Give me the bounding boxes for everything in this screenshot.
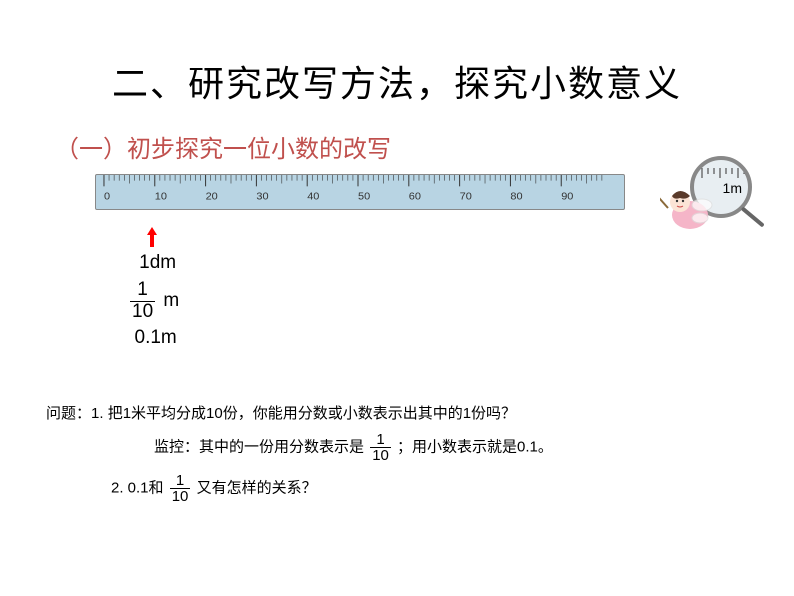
svg-text:0: 0 [104,191,110,203]
ruler-body: 0 10 20 30 40 50 60 70 80 90 [95,174,625,210]
svg-text:70: 70 [460,191,472,203]
svg-text:40: 40 [307,191,319,203]
q2-fraction: 1 10 [170,473,191,504]
mon-frac-num: 1 [370,432,391,448]
page-title: 二、研究改写方法，探究小数意义 [0,0,794,107]
q2-prefix: 2. 0.1和 [111,479,164,496]
q2-frac-den: 10 [170,489,191,504]
svg-text:20: 20 [206,191,218,203]
svg-text:90: 90 [561,191,573,203]
label-dm: 1dm [130,252,179,274]
fraction-denominator: 10 [130,302,155,323]
mon-prefix: 监控：其中的一份用分数表示是 [154,438,364,455]
mon-suffix: ；用小数表示就是0.1。 [397,438,553,455]
value-labels: 1dm 1 10 m 0.1m [130,252,179,349]
mon-frac-den: 10 [370,448,391,463]
magnifier-handle [741,206,765,227]
monitoring-line: 监控：其中的一份用分数表示是 1 10 ；用小数表示就是0.1。 [46,432,553,463]
fraction-numerator: 1 [130,280,155,302]
svg-text:80: 80 [510,191,522,203]
svg-text:50: 50 [358,191,370,203]
fraction-unit: m [163,290,179,312]
q2-frac-num: 1 [170,473,191,489]
svg-text:10: 10 [155,191,167,203]
fairy-illustration [660,170,740,250]
problems-block: 问题：1. 把1米平均分成10份，你能用分数或小数表示出其中的1份吗？ 监控：其… [46,402,553,504]
label-fraction: 1 10 m [130,280,179,323]
label-decimal: 0.1m [130,327,179,349]
arrow-indicator [146,227,158,248]
ruler-ticks: 0 10 20 30 40 50 60 70 80 90 [96,175,624,209]
svg-text:30: 30 [256,191,268,203]
section-subtitle: （一）初步探究一位小数的改写 [0,107,794,164]
mon-fraction: 1 10 [370,432,391,463]
q1-label: 问题：1. [46,405,104,422]
svg-text:60: 60 [409,191,421,203]
problem-2: 2. 0.1和 1 10 又有怎样的关系？ [46,473,553,504]
q1-text: 把1米平均分成10份，你能用分数或小数表示出其中的1份吗？ [108,405,516,422]
q2-suffix: 又有怎样的关系？ [197,479,317,496]
problem-1: 问题：1. 把1米平均分成10份，你能用分数或小数表示出其中的1份吗？ [46,402,553,426]
